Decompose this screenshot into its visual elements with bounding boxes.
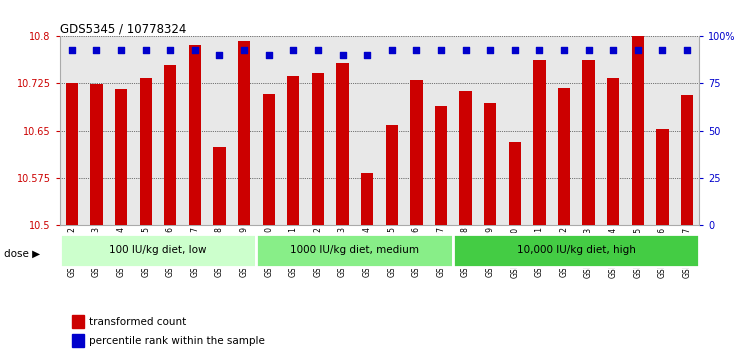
Bar	[72, 315, 84, 328]
Point	[656, 46, 668, 52]
Point	[66, 46, 78, 52]
Point	[558, 46, 570, 52]
Bar	[607, 78, 620, 225]
Bar	[632, 36, 644, 225]
Bar	[453, 234, 699, 267]
Point	[263, 52, 275, 58]
Point	[460, 46, 472, 52]
Bar	[263, 94, 275, 225]
Text: 1000 IU/kg diet, medium: 1000 IU/kg diet, medium	[290, 245, 420, 256]
Text: dose ▶: dose ▶	[4, 249, 40, 259]
Bar	[336, 63, 349, 225]
Point	[583, 46, 594, 52]
Bar	[312, 73, 324, 225]
Bar	[583, 60, 594, 225]
Bar	[385, 125, 398, 225]
Bar	[140, 78, 152, 225]
Point	[164, 46, 176, 52]
Bar	[65, 83, 78, 225]
Bar	[115, 89, 127, 225]
Bar	[460, 91, 472, 225]
Bar	[287, 76, 300, 225]
Point	[509, 46, 521, 52]
Bar	[434, 106, 447, 225]
Bar	[681, 95, 693, 225]
Bar	[90, 84, 103, 225]
Bar	[533, 60, 545, 225]
Point	[287, 46, 299, 52]
Bar	[509, 142, 521, 225]
Bar	[72, 334, 84, 347]
Text: 100 IU/kg diet, low: 100 IU/kg diet, low	[109, 245, 207, 256]
Point	[607, 46, 619, 52]
Point	[189, 46, 201, 52]
Bar	[60, 234, 257, 267]
Text: percentile rank within the sample: percentile rank within the sample	[89, 336, 265, 346]
Point	[140, 46, 152, 52]
Bar	[558, 88, 570, 225]
Point	[312, 46, 324, 52]
Bar	[214, 147, 225, 225]
Point	[214, 52, 225, 58]
Point	[411, 46, 423, 52]
Point	[238, 46, 250, 52]
Bar	[257, 234, 453, 267]
Text: 10,000 IU/kg diet, high: 10,000 IU/kg diet, high	[517, 245, 636, 256]
Point	[361, 52, 373, 58]
Bar	[189, 45, 201, 225]
Point	[484, 46, 496, 52]
Text: transformed count: transformed count	[89, 317, 186, 327]
Bar	[410, 80, 423, 225]
Text: GDS5345 / 10778324: GDS5345 / 10778324	[60, 22, 186, 35]
Point	[91, 46, 103, 52]
Bar	[238, 41, 250, 225]
Point	[435, 46, 447, 52]
Point	[632, 46, 644, 52]
Point	[533, 46, 545, 52]
Point	[336, 52, 348, 58]
Bar	[361, 173, 373, 225]
Point	[115, 46, 127, 52]
Bar	[656, 129, 669, 225]
Point	[681, 46, 693, 52]
Bar	[484, 103, 496, 225]
Bar	[164, 65, 176, 225]
Point	[386, 46, 398, 52]
